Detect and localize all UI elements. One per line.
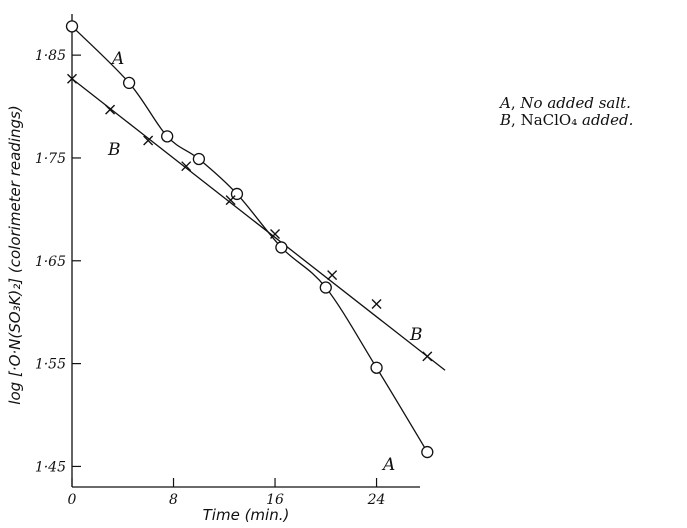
series-a-label: A: [110, 49, 124, 69]
labels: A B B A: [107, 49, 423, 475]
series-a-line: [71, 25, 428, 453]
series-a-point: [161, 130, 174, 143]
markers: [65, 20, 434, 459]
y-tick-label: 1·65: [35, 254, 66, 270]
series-b-point: [181, 161, 192, 172]
ticks: 1·45 1·55 1·65 1·75 1·85 0 8 16 24: [35, 48, 386, 508]
curves: [71, 25, 446, 453]
series-a-point: [192, 152, 206, 166]
y-tick-label: 1·75: [35, 151, 66, 167]
y-tick-label: 1·45: [35, 459, 66, 475]
axes: [71, 14, 420, 488]
x-tick-label: 8: [169, 492, 178, 508]
legend-separator: ,: [510, 94, 521, 112]
legend: A, No added salt. B, NaClO₄ added.: [500, 95, 633, 129]
series-a-point: [421, 445, 434, 459]
series-b-label: B: [107, 140, 121, 160]
x-tick-label: 24: [367, 492, 386, 508]
series-b-point: [105, 104, 116, 115]
legend-key: B: [500, 111, 512, 129]
series-b-point: [67, 73, 77, 84]
series-b-point: [225, 195, 236, 206]
series-a-point: [122, 76, 136, 90]
y-tick-label: 1·85: [35, 48, 66, 64]
x-tick-label: 16: [266, 492, 284, 508]
series-a-label: A: [381, 455, 395, 475]
y-tick-label: 1·55: [35, 357, 66, 373]
series-b-line: [71, 78, 446, 371]
legend-text: No added salt.: [520, 94, 631, 112]
y-axis-title: log [·O·N(SO₃K)₂] (colorimeter readings): [6, 105, 24, 404]
legend-key: A: [500, 94, 511, 112]
x-tick-label: 0: [68, 492, 77, 508]
series-a-point: [370, 361, 383, 374]
series-a-point: [275, 241, 288, 254]
legend-entry-b: B, NaClO₄ added.: [500, 112, 633, 129]
series-b-point: [422, 351, 433, 362]
series-b-point: [371, 298, 382, 309]
series-a-point: [65, 20, 79, 33]
series-b-label: B: [409, 325, 423, 345]
series-b-point: [327, 270, 338, 281]
series-b-point: [270, 229, 281, 240]
legend-formula: NaClO₄: [520, 111, 578, 129]
legend-text: added.: [577, 111, 634, 129]
series-a-point: [319, 281, 332, 294]
legend-entry-a: A, No added salt.: [500, 95, 633, 112]
x-axis-title: Time (min.): [203, 506, 290, 524]
series-b-point: [143, 135, 154, 146]
legend-separator: ,: [511, 111, 521, 129]
